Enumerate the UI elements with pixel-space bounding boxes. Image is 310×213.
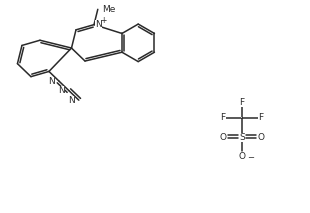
Text: O: O [238,152,245,161]
Text: −: − [247,153,254,162]
Text: F: F [220,113,226,122]
Text: O: O [257,133,264,142]
Text: N: N [58,86,65,95]
Text: N: N [48,76,55,86]
Text: C: C [241,117,242,118]
Text: F: F [258,113,263,122]
Text: N: N [68,96,75,105]
Text: F: F [239,98,244,106]
Text: S: S [239,133,245,142]
Text: N: N [95,20,102,29]
Text: +: + [100,16,107,25]
Text: O: O [219,133,227,142]
Text: Me: Me [102,5,115,14]
